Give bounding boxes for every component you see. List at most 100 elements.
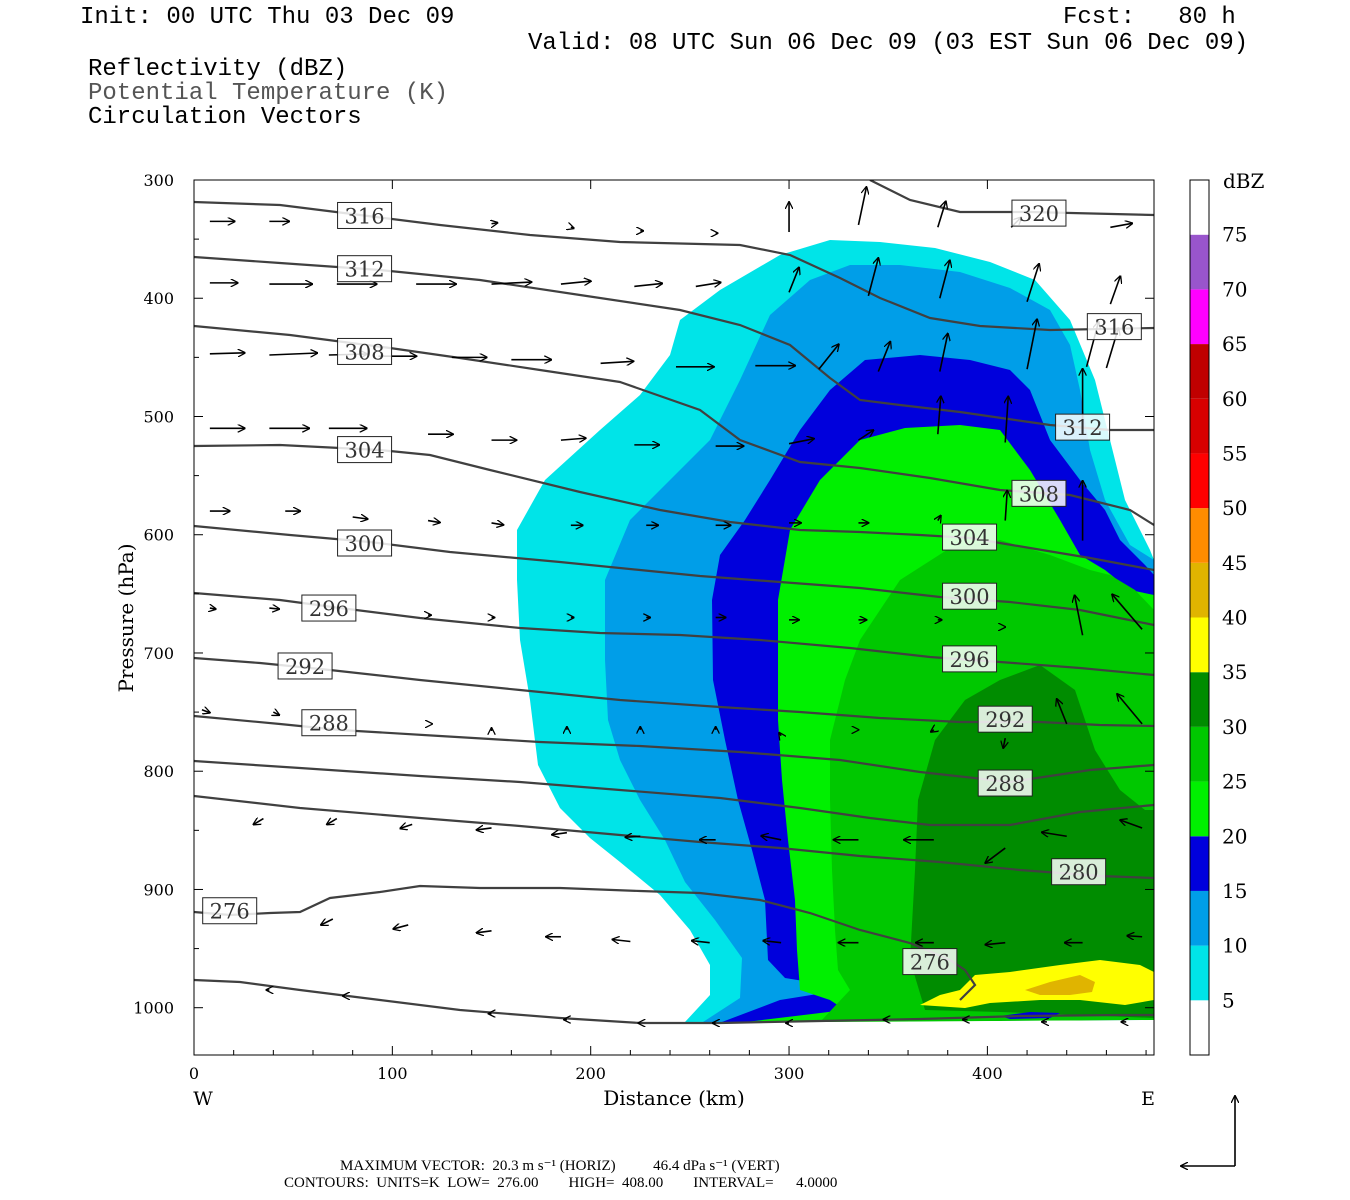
circulation-vector <box>560 438 586 440</box>
circulation-vector <box>939 334 948 372</box>
variable-vectors: Circulation Vectors <box>88 104 362 131</box>
circulation-vector <box>858 430 873 441</box>
contour-labels: 316 312 308 304 300 296 292 288 276 320 316 312 308 3… <box>202 199 1142 976</box>
y-tick-label: 700 <box>143 644 174 663</box>
contour-label: 312 <box>1063 416 1103 440</box>
dbz-35-region <box>920 960 1154 1008</box>
contour-label: 276 <box>910 951 950 975</box>
axis-ticks <box>193 179 1154 1055</box>
y-tick-label: 800 <box>143 762 174 781</box>
colorbar-swatch <box>1190 234 1209 290</box>
theta-312 <box>194 255 1154 432</box>
x-tick-label: 400 <box>972 1064 1003 1083</box>
contour-label-box <box>902 948 958 976</box>
circulation-vector <box>1075 595 1084 636</box>
contour-label-box <box>1011 479 1067 507</box>
contour-label-box <box>337 337 393 365</box>
contour-label: 296 <box>949 648 989 672</box>
x-axis-label: Distance (km) <box>603 1086 745 1110</box>
contour-label: 304 <box>345 439 385 463</box>
circulation-vector <box>327 819 338 825</box>
reflectivity-fill <box>194 240 1154 1055</box>
circulation-vector <box>612 939 631 941</box>
theta-284 <box>194 759 1154 827</box>
colorbar-swatch <box>1190 945 1209 1001</box>
variable-reflectivity: Reflectivity (dBZ) <box>88 56 348 83</box>
contour-label-box <box>942 582 998 610</box>
y-tick-label: 400 <box>143 289 174 308</box>
colorbar-tick-label: 60 <box>1222 387 1247 411</box>
theta-320 <box>869 180 1154 217</box>
circulation-vector <box>1005 491 1007 521</box>
contour-label-box <box>1051 858 1107 886</box>
contour-label: 316 <box>345 204 385 228</box>
circulation-vector <box>931 730 934 732</box>
circulation-vector <box>692 941 710 943</box>
circulation-vector <box>1042 832 1067 836</box>
circulation-vector <box>477 828 492 830</box>
x-west-label: W <box>193 1088 213 1110</box>
contour-label: 276 <box>210 900 250 924</box>
colorbar-swatch <box>1190 344 1209 399</box>
x-tick-label: 300 <box>774 1064 805 1083</box>
y-tick-label: 500 <box>143 407 174 426</box>
colorbar-tick-label: 55 <box>1222 441 1247 465</box>
contour-label: 292 <box>285 655 325 679</box>
contour-label: 280 <box>1059 861 1099 885</box>
y-axis-label: Pressure (hPa) <box>114 544 138 693</box>
dbz-40-region <box>1025 975 1095 995</box>
colorbar-tick-label: 15 <box>1222 879 1247 903</box>
circulation-vector <box>939 260 950 299</box>
colorbar-tick-label: 5 <box>1222 988 1235 1012</box>
circulation-vector <box>269 353 317 355</box>
valid-time: Valid: 08 UTC Sun 06 Dec 09 (03 EST Sun … <box>528 30 1249 57</box>
circulation-vector <box>201 710 210 713</box>
contour-label-box <box>337 529 393 557</box>
contour-label-box <box>277 652 333 680</box>
circulation-vector <box>210 608 216 609</box>
contour-label-box <box>301 709 357 737</box>
circulation-vector <box>492 223 498 224</box>
circulation-vector <box>763 941 782 943</box>
contour-label-box <box>337 436 393 464</box>
variable-theta: Potential Temperature (K) <box>88 80 449 107</box>
contour-label: 300 <box>949 585 989 609</box>
contour-label: 288 <box>985 772 1025 796</box>
contour-label: 308 <box>1019 482 1059 506</box>
colorbar-swatch <box>1190 398 1209 454</box>
circulation-vector <box>985 847 1006 863</box>
colorbar-swatch <box>1190 726 1209 782</box>
colorbar-swatch <box>1190 836 1209 891</box>
circulation-vector <box>491 523 504 525</box>
reference-vectors <box>1181 1096 1235 1166</box>
colorbar-tick-label: 20 <box>1222 824 1247 848</box>
colorbar-frame <box>1189 179 1210 1056</box>
colorbar-swatch <box>1190 180 1209 235</box>
contour-label: 292 <box>985 708 1025 732</box>
circulation-vector <box>1110 223 1132 227</box>
colorbar-tick-label: 50 <box>1222 496 1247 520</box>
circulation-vector <box>877 342 890 372</box>
contour-label: 312 <box>345 258 385 282</box>
colorbar-tick-label: 75 <box>1222 223 1247 247</box>
circulation-vector <box>937 201 946 228</box>
circulation-vector <box>393 925 409 929</box>
contour-label-box <box>977 769 1033 797</box>
circulation-vector <box>552 833 567 835</box>
colorbar: 5 10 15 20 25 30 35 40 45 50 55 60 65 70 75 <box>1189 179 1247 1056</box>
circulation-vector <box>779 733 781 736</box>
circulation-vector <box>1026 319 1037 370</box>
colorbar-swatch <box>1190 1000 1209 1055</box>
colorbar-swatch <box>1190 617 1209 673</box>
contour-label-box <box>942 645 998 673</box>
colorbar-swatch <box>1190 508 1209 563</box>
colorbar-tick-label: 30 <box>1222 715 1247 739</box>
circulation-vector <box>788 267 799 293</box>
circulation-vector <box>867 258 878 297</box>
circulation-vector <box>1127 936 1143 937</box>
dbz-30-region <box>910 665 1154 1018</box>
circulation-vector <box>985 943 1006 945</box>
colorbar-tick-label: 40 <box>1222 606 1247 630</box>
circulation-vector <box>600 361 634 363</box>
